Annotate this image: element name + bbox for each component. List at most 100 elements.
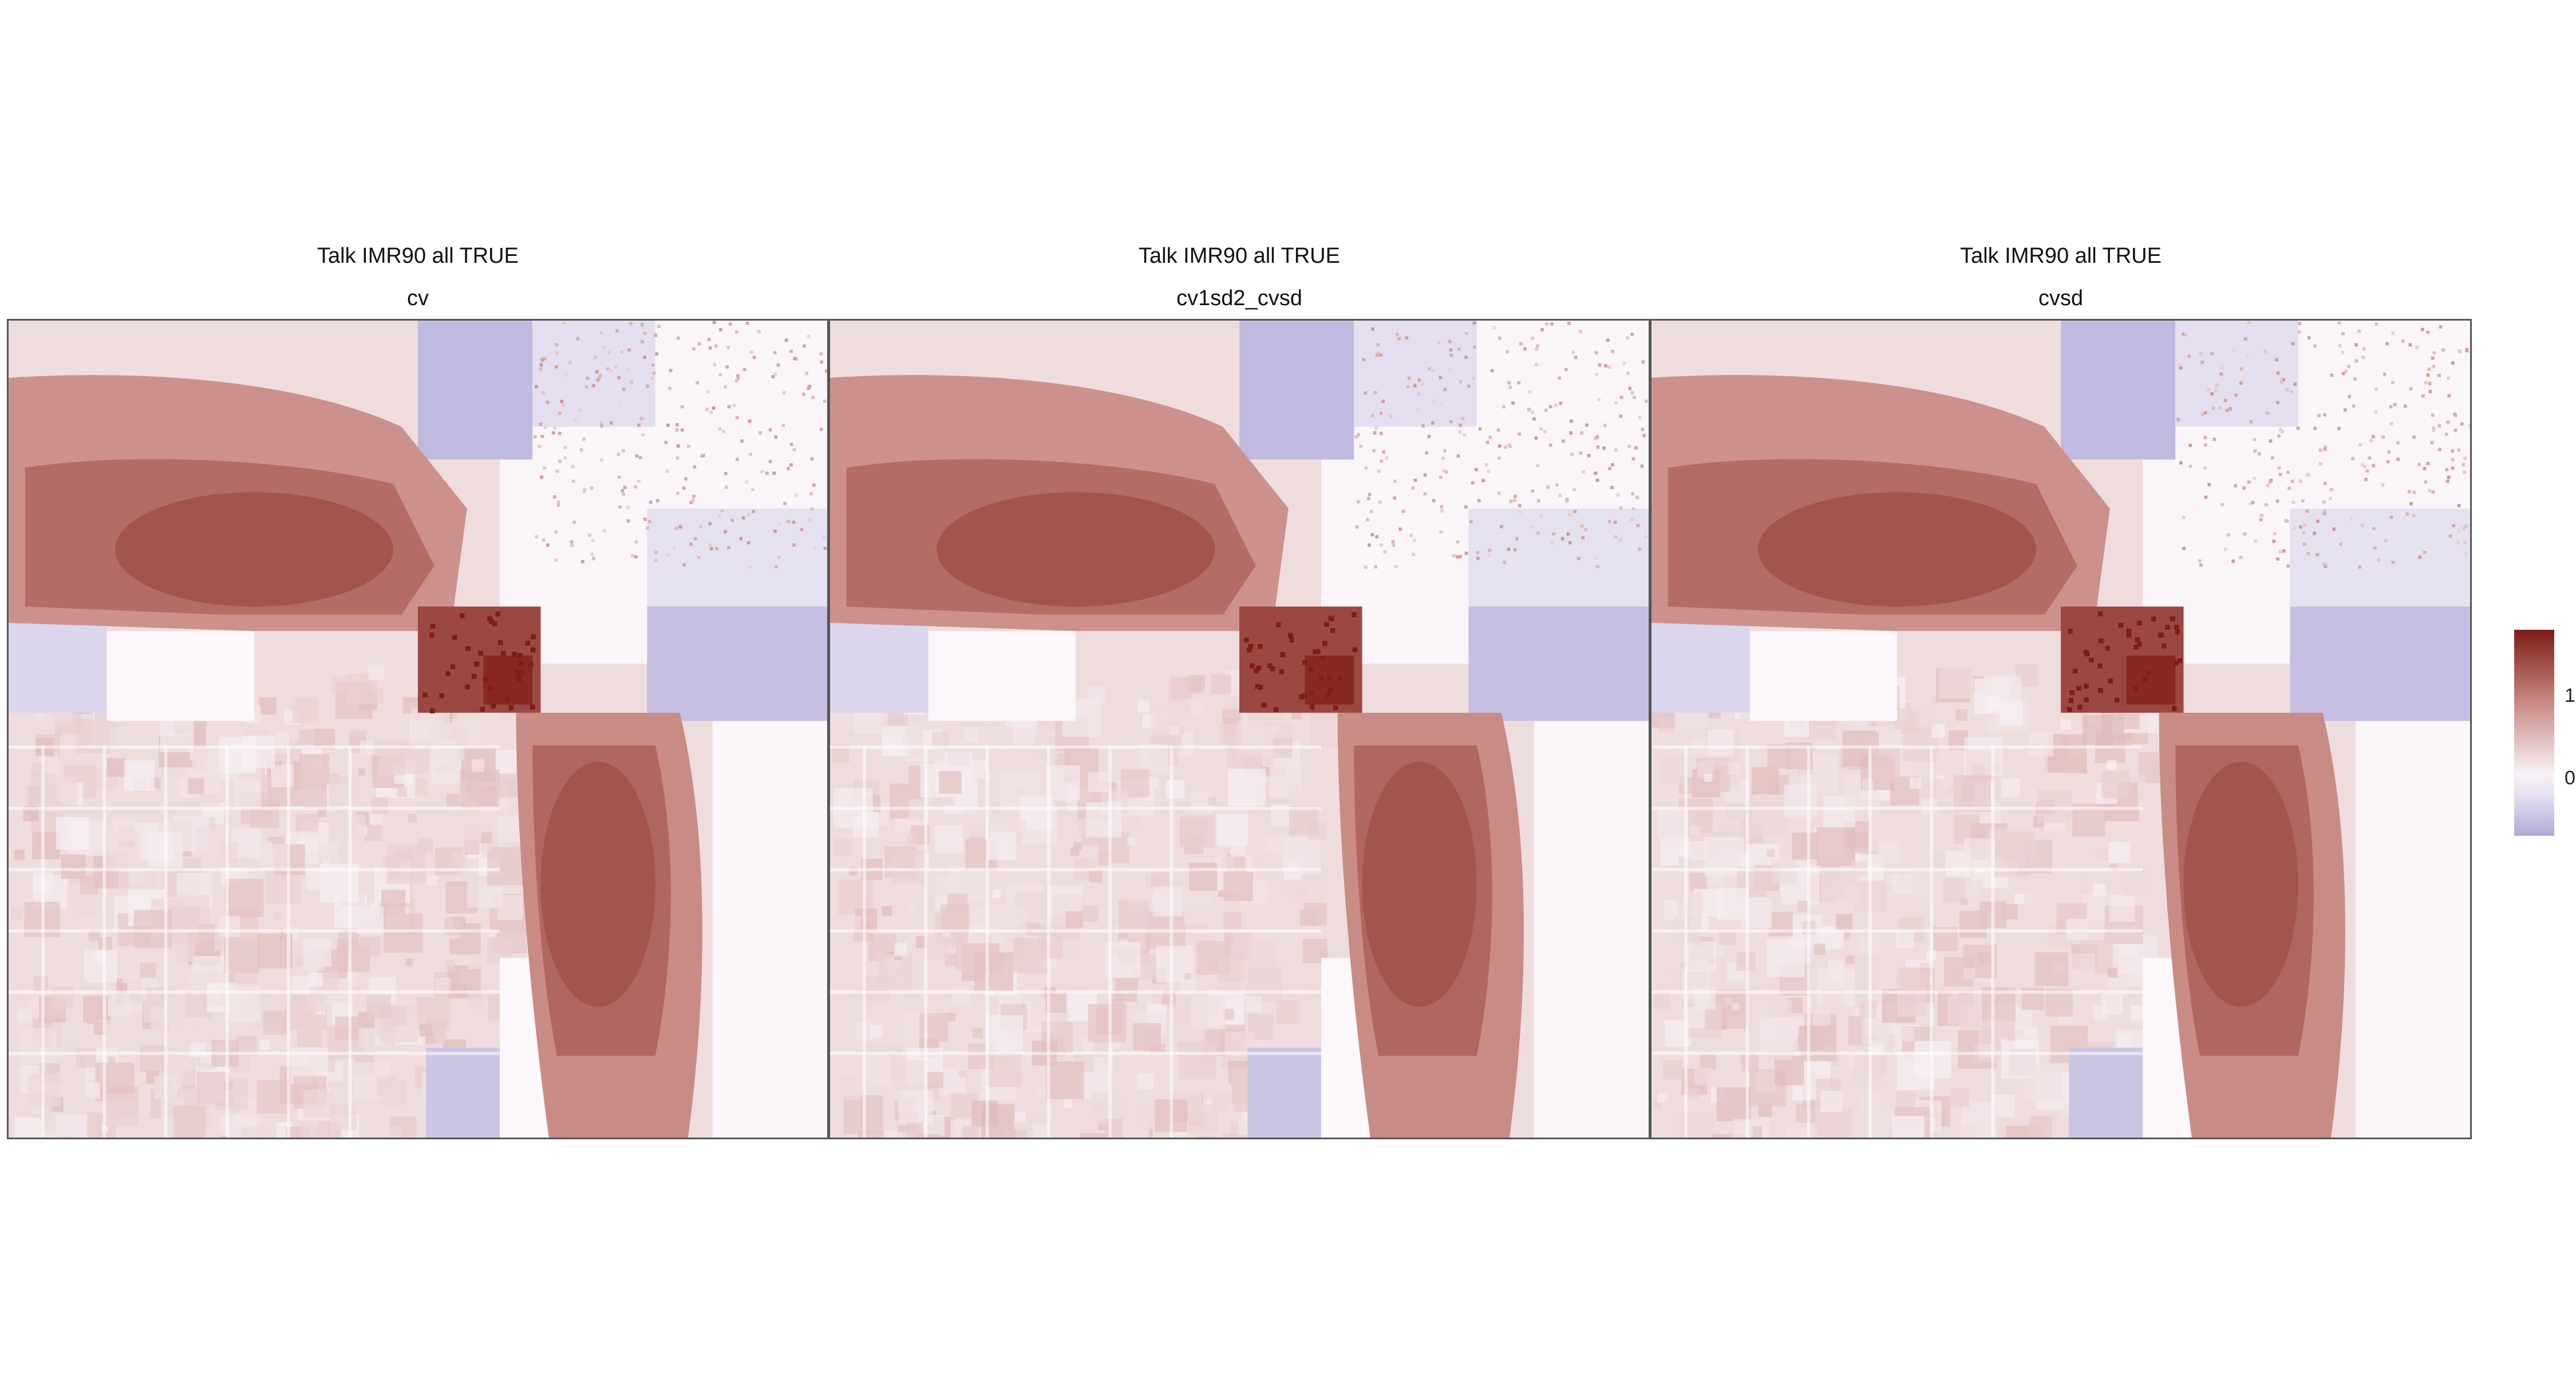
heatmap-cell xyxy=(1165,780,1185,799)
heatmap-cell xyxy=(2239,555,2243,559)
heatmap-cell xyxy=(2465,348,2468,352)
heatmap-cell xyxy=(1844,932,1851,939)
heatmap-cell xyxy=(2323,481,2327,485)
heatmap-cell xyxy=(824,369,827,373)
heatmap-cell xyxy=(2291,500,2296,504)
heatmap-cell xyxy=(1461,417,1465,421)
heatmap-cell xyxy=(2372,464,2376,468)
heatmap-cell xyxy=(2432,426,2436,430)
heatmap-cell xyxy=(681,405,684,409)
heatmap-cell xyxy=(1476,551,1480,554)
heatmap-cell xyxy=(1760,1017,1795,1051)
heatmap-cell xyxy=(1638,416,1642,420)
heatmap-block-negative xyxy=(1468,606,1649,721)
heatmap-cell xyxy=(1270,766,1301,798)
heatmap-cell xyxy=(714,344,718,348)
heatmap-gridline xyxy=(830,990,1321,994)
heatmap-cell xyxy=(553,426,557,430)
heatmap-cell xyxy=(1289,637,1294,643)
heatmap-cell xyxy=(2341,372,2345,376)
heatmap-cell xyxy=(1137,700,1150,713)
heatmap-cell xyxy=(2286,471,2290,475)
heatmap-cell xyxy=(1513,548,1517,552)
heatmap-cell xyxy=(1352,647,1358,653)
heatmap-cell xyxy=(465,684,470,690)
heatmap-cell xyxy=(1497,456,1501,460)
heatmap-cell xyxy=(2270,456,2274,460)
heatmap-cell xyxy=(1374,565,1378,568)
heatmap-cell xyxy=(2386,460,2390,464)
heatmap-cell xyxy=(1531,336,1535,340)
heatmap-cell xyxy=(2218,406,2222,410)
heatmap-cell xyxy=(2316,552,2320,556)
heatmap-cell xyxy=(2445,432,2448,436)
heatmap-cell xyxy=(810,507,814,511)
heatmap-cell xyxy=(2448,534,2452,538)
heatmap-cell xyxy=(192,757,206,772)
heatmap-cell xyxy=(331,676,348,693)
heatmap-cell xyxy=(1631,507,1635,511)
heatmap-cell xyxy=(1379,353,1382,357)
heatmap-cell xyxy=(2423,467,2427,471)
heatmap-cell xyxy=(1440,505,1444,509)
heatmap-cell xyxy=(2220,366,2224,370)
heatmap-cell xyxy=(1373,431,1377,435)
heatmap-cell xyxy=(2431,356,2435,360)
heatmap-cell xyxy=(2276,557,2279,561)
heatmap-cell xyxy=(583,488,587,492)
heatmap-cell xyxy=(655,352,659,356)
heatmap-cell xyxy=(1364,565,1368,569)
heatmap-cell xyxy=(2329,496,2332,500)
heatmap-block-negative xyxy=(830,622,929,713)
heatmap-cell xyxy=(1569,419,1573,423)
heatmap-cell xyxy=(2462,463,2465,467)
heatmap-cell xyxy=(734,330,738,334)
heatmap-cell xyxy=(1604,364,1607,368)
heatmap-cell xyxy=(2069,690,2075,696)
heatmap-cell xyxy=(594,356,597,360)
heatmap-cell xyxy=(483,677,488,682)
heatmap-cell xyxy=(1607,365,1611,369)
heatmap-cell xyxy=(637,480,641,483)
heatmap-cell xyxy=(1978,1044,1993,1058)
heatmap-cell xyxy=(2377,558,2380,562)
heatmap-cell xyxy=(1923,778,1943,799)
heatmap-cell xyxy=(1273,706,1279,712)
heatmap-cell xyxy=(1288,633,1293,638)
heatmap-cell xyxy=(1910,777,1921,789)
heatmap-cell xyxy=(727,546,731,550)
heatmap-cell xyxy=(291,753,300,762)
heatmap-gridline xyxy=(102,745,106,1138)
heatmap-cell xyxy=(1580,524,1584,528)
heatmap-cell xyxy=(2381,435,2385,439)
heatmap-cell xyxy=(2278,550,2282,554)
heatmap-cell xyxy=(1813,1009,1831,1026)
heatmap-cell xyxy=(592,556,595,560)
heatmap-cell xyxy=(543,466,547,470)
heatmap-cell xyxy=(2323,413,2326,417)
heatmap-cell xyxy=(1608,520,1611,523)
heatmap-cell xyxy=(2126,628,2132,634)
heatmap-cell xyxy=(2343,408,2347,412)
heatmap-cell xyxy=(56,816,89,850)
heatmap-cell xyxy=(643,356,646,360)
heatmap-cell xyxy=(600,458,603,462)
heatmap-cell xyxy=(2371,435,2375,439)
heatmap-cell xyxy=(2253,438,2257,441)
heatmap-cell xyxy=(1267,663,1273,668)
heatmap-cell xyxy=(807,334,811,338)
heatmap-cell xyxy=(1374,426,1378,430)
heatmap-cell xyxy=(444,960,455,970)
heatmap-cell xyxy=(1280,652,1285,657)
heatmap-cell xyxy=(712,406,716,410)
heatmap-cell xyxy=(487,847,526,886)
heatmap-cell xyxy=(2099,638,2104,643)
heatmap-cell xyxy=(639,417,643,421)
heatmap-cell xyxy=(555,365,558,369)
heatmap-cell xyxy=(193,1020,200,1027)
heatmap-cell xyxy=(2453,428,2458,432)
heatmap-cell xyxy=(2391,381,2395,385)
heatmap-cell xyxy=(488,686,493,691)
heatmap-block-negative xyxy=(2061,321,2176,460)
heatmap-cell xyxy=(2278,472,2282,476)
